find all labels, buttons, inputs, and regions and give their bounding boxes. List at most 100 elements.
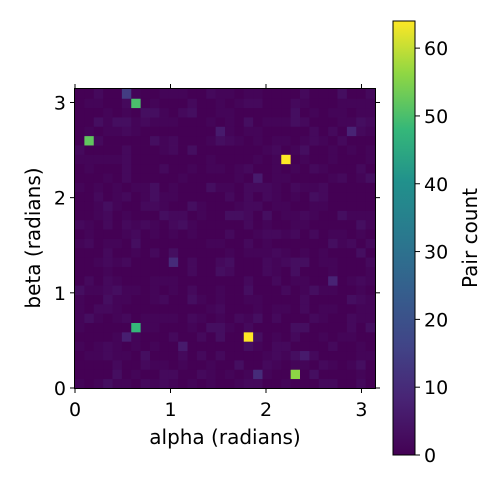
heatmap-cell <box>234 201 245 211</box>
heatmap-cell <box>262 117 273 127</box>
heatmap-cell <box>112 145 123 155</box>
heatmap-cell <box>290 350 301 361</box>
heatmap-cell <box>206 126 217 137</box>
heatmap-cell <box>131 359 142 370</box>
colorbar-tick-label: 30 <box>424 242 448 264</box>
heatmap-cell <box>225 313 235 323</box>
heatmap-cell <box>131 191 142 202</box>
heatmap-cell <box>159 369 170 380</box>
heatmap-cell <box>318 117 329 127</box>
heatmap-cell <box>93 145 104 155</box>
heatmap-cell <box>206 107 217 118</box>
heatmap-cell <box>150 117 160 127</box>
heatmap-cell <box>103 257 113 267</box>
heatmap-cell <box>309 247 320 258</box>
heatmap-cell <box>196 322 207 333</box>
heatmap-cell <box>75 378 85 389</box>
heatmap-cell <box>337 191 348 202</box>
heatmap-cell <box>159 89 170 99</box>
heatmap-cell <box>112 331 123 342</box>
heatmap-cell <box>84 117 95 127</box>
heatmap-cell <box>121 285 132 295</box>
heatmap-cell <box>346 229 357 239</box>
heatmap-cell <box>365 145 376 155</box>
plot-frame <box>74 88 376 389</box>
heatmap-cell <box>168 145 179 155</box>
heatmap-cell <box>318 89 329 99</box>
heatmap-cell <box>328 229 338 239</box>
heatmap-cell <box>356 126 367 137</box>
heatmap-cell <box>215 359 226 370</box>
heatmap-cell <box>243 378 254 389</box>
heatmap-cell <box>140 303 151 314</box>
heatmap-cell <box>328 117 338 127</box>
heatmap-cell <box>84 219 95 230</box>
heatmap-cell <box>196 359 207 370</box>
heatmap-cell <box>103 378 113 389</box>
heatmap-cell <box>206 341 217 352</box>
heatmap-cell <box>337 303 348 314</box>
heatmap-cell <box>168 135 179 146</box>
heatmap-cell <box>112 126 123 137</box>
heatmap-cell <box>103 331 113 342</box>
heatmap-cell <box>178 331 188 342</box>
heatmap-cell <box>168 89 179 99</box>
heatmap-cell <box>225 238 235 249</box>
heatmap-cell <box>121 210 132 221</box>
heatmap-cell <box>84 275 95 286</box>
heatmap-cell <box>75 117 85 127</box>
heatmap-cell <box>178 126 188 137</box>
heatmap-cell <box>356 359 367 370</box>
heatmap-cell <box>150 173 160 183</box>
heatmap-cell <box>243 163 254 174</box>
heatmap-cell <box>328 341 338 352</box>
heatmap-cell <box>318 238 329 249</box>
heatmap-cell <box>262 219 273 230</box>
heatmap-cell <box>159 257 170 267</box>
heatmap-cell <box>281 322 292 333</box>
heatmap-cell <box>75 229 85 239</box>
heatmap-cell <box>150 98 160 109</box>
heatmap-cell <box>253 135 263 146</box>
heatmap-cell <box>337 331 348 342</box>
heatmap-cell <box>168 126 179 137</box>
heatmap-cell <box>131 210 142 221</box>
heatmap-cell <box>290 294 301 305</box>
heatmap-cell <box>187 238 198 249</box>
heatmap-cell <box>84 378 95 389</box>
heatmap-cell <box>206 145 217 155</box>
heatmap-cell <box>121 322 132 333</box>
heatmap-cell <box>168 238 179 249</box>
heatmap-cell <box>215 275 226 286</box>
heatmap-cell <box>150 126 160 137</box>
y-axis-label: beta (radians) <box>21 167 45 308</box>
heatmap-cell <box>140 191 151 202</box>
heatmap-cell <box>150 275 160 286</box>
heatmap-cell <box>121 107 132 118</box>
heatmap-cell <box>290 229 301 239</box>
heatmap-cell <box>121 266 132 277</box>
heatmap-cell <box>178 182 188 193</box>
heatmap-cell <box>318 219 329 230</box>
heatmap-cell <box>187 89 198 99</box>
heatmap-cell <box>168 350 179 361</box>
heatmap-cell <box>328 182 338 193</box>
heatmap-cell <box>243 341 254 352</box>
heatmap-cell <box>75 285 85 295</box>
heatmap-cell <box>290 331 301 342</box>
heatmap-cell <box>178 89 188 99</box>
heatmap-cell <box>356 229 367 239</box>
heatmap-cell <box>300 341 310 352</box>
heatmap-cell <box>150 247 160 258</box>
heatmap-cell <box>225 341 235 352</box>
heatmap-cell <box>225 135 235 146</box>
heatmap-cell <box>196 247 207 258</box>
heatmap-cell <box>225 126 235 137</box>
heatmap-cell <box>131 369 142 380</box>
heatmap-cell <box>150 145 160 155</box>
heatmap-cell <box>196 369 207 380</box>
heatmap-cell <box>196 98 207 109</box>
heatmap-cell <box>150 266 160 277</box>
heatmap-cell <box>168 257 179 267</box>
heatmap-cell <box>121 303 132 314</box>
